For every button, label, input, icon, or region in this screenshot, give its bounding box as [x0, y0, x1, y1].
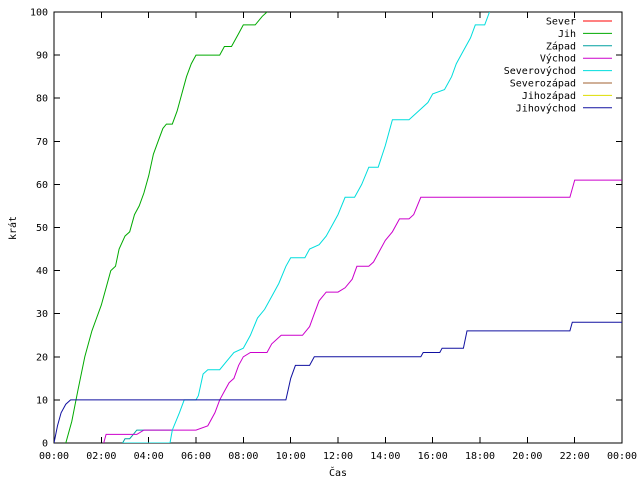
- x-tick-label: 06:00: [181, 451, 211, 462]
- y-tick-label: 100: [30, 8, 48, 19]
- legend-label: Severovýchod: [504, 65, 576, 77]
- series-line-7: [54, 321, 622, 443]
- y-tick-label: 20: [36, 352, 48, 363]
- series-line-1: [65, 12, 268, 443]
- x-tick-label: 12:00: [323, 451, 353, 462]
- x-tick-label: 08:00: [228, 451, 258, 462]
- x-tick-label: 00:00: [607, 451, 637, 462]
- legend: SeverJihZápadVýchodSeverovýchodSeverozáp…: [504, 17, 612, 114]
- x-tick-label: 20:00: [512, 451, 542, 462]
- x-tick-label: 14:00: [370, 451, 400, 462]
- y-axis-title: krát: [7, 216, 19, 240]
- x-tick-label: 10:00: [276, 451, 306, 462]
- legend-label: Sever: [546, 17, 576, 28]
- legend-label: Jihozápad: [522, 90, 576, 102]
- x-tick-label: 22:00: [560, 451, 590, 462]
- series-lines: [54, 12, 622, 443]
- legend-label: Jih: [558, 29, 576, 40]
- x-tick-label: 18:00: [465, 451, 495, 462]
- x-tick-label: 04:00: [134, 451, 164, 462]
- x-axis-ticks: 00:00 02:00 04:00 06:00 08:00 10:00 12:00 14:00…: [39, 12, 637, 462]
- x-tick-label: 16:00: [418, 451, 448, 462]
- y-tick-label: 60: [36, 180, 48, 191]
- y-tick-label: 30: [36, 309, 48, 320]
- x-tick-label: 00:00: [39, 451, 69, 462]
- legend-label: Západ: [546, 40, 576, 52]
- legend-label: Jihovýchod: [516, 102, 576, 114]
- legend-label: Východ: [540, 53, 576, 65]
- y-tick-label: 0: [42, 439, 48, 450]
- y-tick-label: 90: [36, 51, 48, 62]
- series-line-4: [122, 12, 490, 443]
- legend-label: Severozápad: [510, 78, 576, 90]
- x-tick-label: 02:00: [86, 451, 116, 462]
- y-tick-label: 10: [36, 395, 48, 406]
- y-axis-ticks: 0 10 20 30 40 50 60 70 80 90 100: [30, 8, 622, 450]
- y-tick-label: 50: [36, 223, 48, 234]
- x-axis-title: Čas: [329, 466, 347, 479]
- y-tick-label: 70: [36, 137, 48, 148]
- y-tick-label: 40: [36, 266, 48, 277]
- y-tick-label: 80: [36, 94, 48, 105]
- series-line-3: [103, 179, 622, 443]
